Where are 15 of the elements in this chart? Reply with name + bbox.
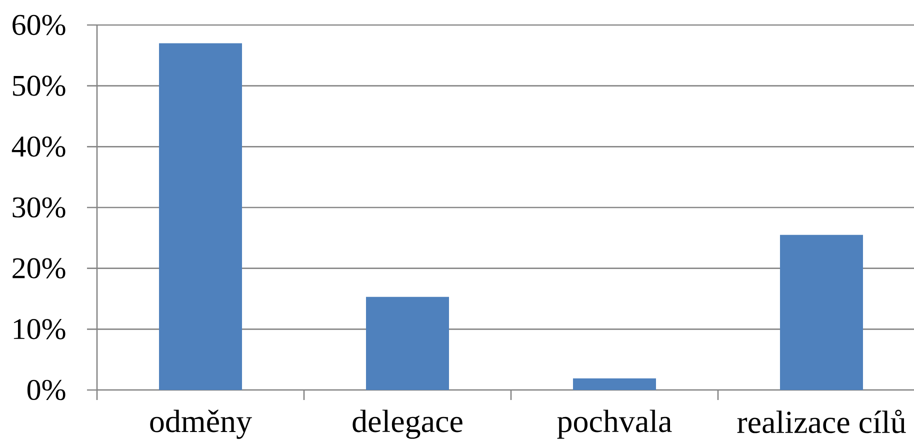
bar (366, 296, 449, 390)
x-tick-label: odměny (150, 410, 252, 439)
x-tick-label: realizace cílů (737, 410, 906, 434)
y-tick-label: 0% (27, 380, 66, 400)
y-tick-label: 60% (12, 14, 66, 36)
y-tick-label: 50% (13, 76, 66, 96)
bar (159, 43, 242, 390)
x-tick-label: delegace (352, 410, 462, 439)
y-tick-label: 40% (12, 136, 66, 157)
bar (780, 234, 863, 390)
x-tick-label: pochvala (557, 410, 672, 439)
bar (572, 378, 656, 390)
y-tick-label: 10% (14, 318, 66, 340)
y-tick-label: 20% (12, 258, 66, 278)
y-tick-label: 30% (12, 197, 66, 218)
